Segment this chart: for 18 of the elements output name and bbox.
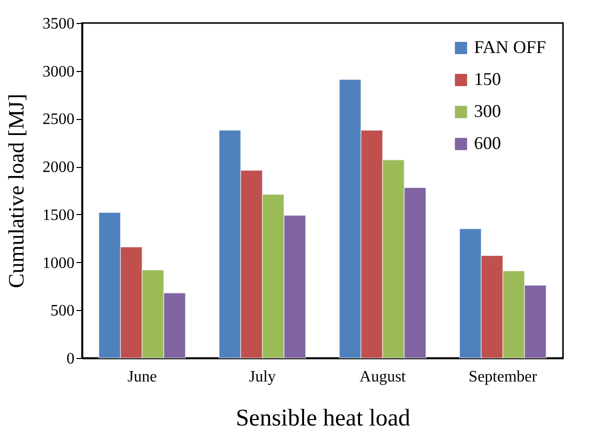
- y-tick-label: 2500: [42, 111, 74, 128]
- y-tick-label: 0: [66, 350, 74, 368]
- legend-label: 150: [474, 69, 501, 89]
- x-axis-title: Sensible heat load: [236, 406, 410, 432]
- x-tick-label: July: [249, 368, 276, 386]
- y-axis-title: Cumulative load [MJ]: [4, 94, 28, 288]
- legend-label: FAN OFF: [474, 37, 546, 57]
- y-tick-label: 1000: [42, 254, 74, 272]
- x-tick-label: August: [360, 368, 406, 386]
- y-tick-label: 500: [50, 302, 74, 320]
- y-tick-label: 1500: [42, 206, 74, 224]
- legend-label: 600: [474, 133, 501, 153]
- y-tick-label: 3000: [42, 63, 74, 80]
- y-tick-label: 2000: [42, 159, 74, 176]
- legend-label: 300: [474, 101, 501, 121]
- y-tick-label: 3500: [42, 16, 74, 32]
- x-tick-label: September: [468, 368, 538, 386]
- x-tick-label: June: [127, 368, 157, 386]
